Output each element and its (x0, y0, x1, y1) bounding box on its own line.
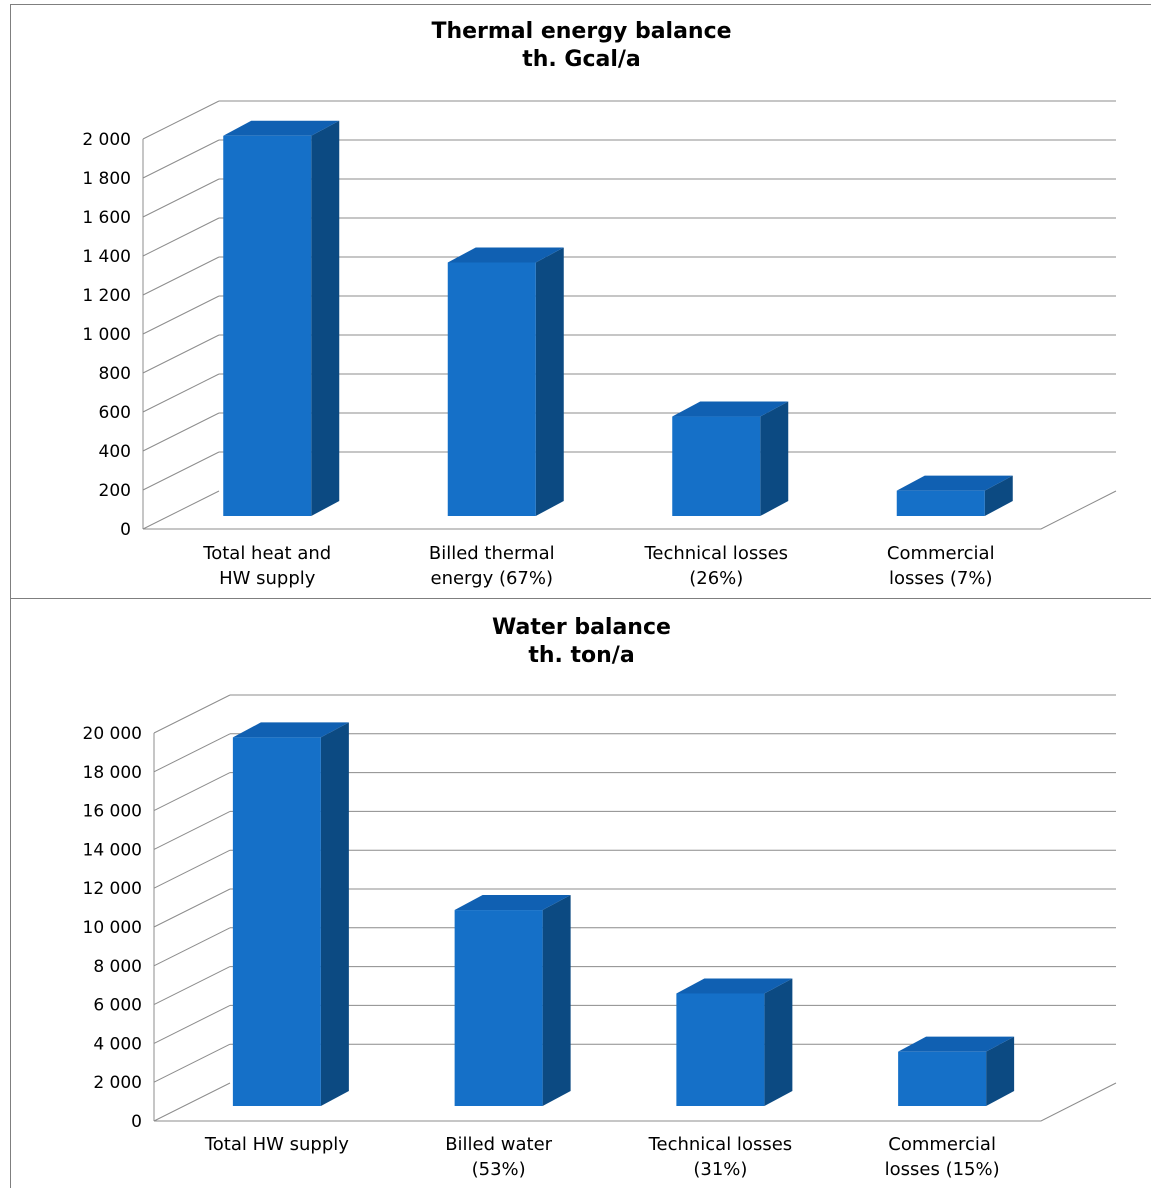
y-tick-label: 8 000 (93, 957, 142, 977)
y-tick-label: 1 400 (82, 247, 131, 267)
category-label: Commercial (887, 543, 995, 564)
side-wall-line (142, 490, 220, 530)
bar (672, 416, 761, 516)
chart-title: Thermal energy balance (431, 19, 732, 44)
category-label: (26%) (689, 568, 743, 589)
side-wall-line (153, 849, 231, 889)
bar-side (764, 978, 793, 1106)
y-tick-label: 4 000 (93, 1034, 142, 1054)
y-tick-label: 400 (99, 442, 131, 462)
category-label: Total heat and (202, 543, 331, 564)
bar-top (898, 1036, 1015, 1052)
side-wall-line (153, 733, 231, 773)
side-wall-line (153, 1004, 231, 1044)
side-wall-line (142, 178, 220, 218)
side-wall-line (142, 256, 220, 296)
category-label: Billed thermal (429, 543, 555, 564)
water-balance-chart-panel: Water balance th. ton/a 0 2 000 4 000 6 000… (10, 598, 1151, 1188)
category-label: energy (67%) (431, 568, 554, 589)
bar-top (223, 120, 340, 136)
bar (232, 737, 321, 1106)
y-tick-label: 1 800 (82, 169, 131, 189)
y-tick-label: 2 000 (82, 130, 131, 150)
side-wall-line (153, 888, 231, 928)
bar-top (232, 722, 349, 738)
y-tick-label: 800 (99, 364, 131, 384)
side-wall-line (153, 772, 231, 812)
thermal-energy-chart-panel: Thermal energy balance th. Gcal/a 0 200 40… (10, 4, 1151, 599)
chart-title: Water balance (492, 615, 671, 640)
y-tick-label: 0 (131, 1112, 142, 1132)
y-tick-label: 1 200 (82, 286, 131, 306)
thermal-energy-chart: 0 200 400 600 800 1 000 1 200 1 400 1 600 1 800 2 … (82, 100, 1117, 589)
side-wall-line (153, 927, 231, 967)
side-wall-line (142, 217, 220, 257)
chart-subtitle: th. Gcal/a (522, 47, 641, 72)
water-balance-chart: 0 2 000 4 000 6 000 8 000 10 000 12 000 14 000 1… (83, 694, 1117, 1180)
category-label: losses (15%) (885, 1159, 1000, 1180)
chart-subtitle: th. ton/a (528, 643, 635, 668)
side-wall-line (153, 810, 231, 850)
category-label: (53%) (472, 1159, 526, 1180)
side-wall-line (142, 334, 220, 374)
category-label: Technical losses (648, 1134, 793, 1155)
y-tick-label: 18 000 (83, 763, 142, 783)
side-wall-line (153, 1082, 231, 1122)
floor-outline (143, 490, 1117, 530)
side-wall-line (153, 1043, 231, 1083)
category-label: Technical losses (643, 543, 788, 564)
category-label: (31%) (693, 1159, 747, 1180)
bar-side (986, 1036, 1015, 1106)
category-label: HW supply (219, 568, 316, 589)
y-tick-label: 1 000 (82, 325, 131, 345)
floor-outline (154, 1082, 1117, 1122)
bar-side (535, 247, 564, 516)
side-wall-line (142, 412, 220, 452)
bar-top (672, 401, 789, 417)
y-tick-label: 12 000 (83, 879, 142, 899)
category-label: Total HW supply (204, 1134, 349, 1155)
bar-side (320, 722, 349, 1106)
y-tick-label: 20 000 (83, 724, 142, 744)
bar (447, 262, 536, 516)
bar-side (984, 475, 1013, 516)
bar (676, 993, 765, 1106)
side-wall-line (142, 373, 220, 413)
bar-top (676, 978, 793, 994)
side-wall-line (142, 295, 220, 335)
y-tick-label: 14 000 (83, 840, 142, 860)
bar (896, 490, 985, 516)
category-label: losses (7%) (889, 568, 993, 589)
category-label: Commercial (888, 1134, 996, 1155)
y-tick-label: 10 000 (83, 918, 142, 938)
side-wall-line (142, 100, 220, 140)
bar (223, 135, 312, 516)
bar-top (896, 475, 1013, 491)
y-tick-label: 6 000 (93, 996, 142, 1016)
bar-top (454, 895, 571, 911)
bar-side (760, 401, 789, 516)
y-tick-label: 16 000 (83, 802, 142, 822)
bar (898, 1051, 987, 1106)
y-tick-label: 600 (99, 403, 131, 423)
side-wall-line (142, 451, 220, 491)
category-label: Billed water (445, 1134, 552, 1155)
side-wall-line (153, 694, 231, 734)
y-tick-label: 2 000 (93, 1073, 142, 1093)
side-wall-line (142, 139, 220, 179)
y-tick-label: 1 600 (82, 208, 131, 228)
bar (454, 910, 543, 1106)
bar-top (447, 247, 564, 263)
y-tick-label: 200 (99, 481, 131, 501)
side-wall-line (153, 966, 231, 1006)
bar-side (311, 120, 340, 516)
bar-side (542, 895, 571, 1106)
y-tick-label: 0 (120, 520, 131, 540)
